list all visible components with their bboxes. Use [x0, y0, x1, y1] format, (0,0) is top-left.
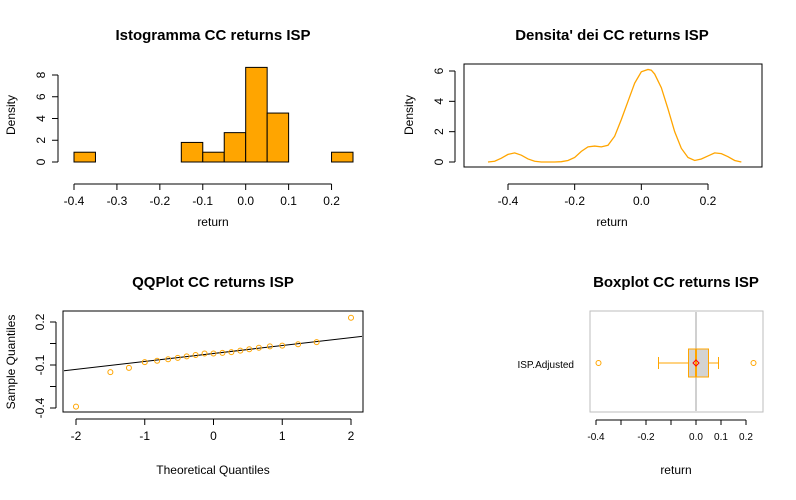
histogram-x-tick-label: 0.0: [237, 194, 254, 208]
qqplot-title: QQPlot CC returns ISP: [132, 274, 294, 291]
histogram-x-tick-label: 0.1: [280, 194, 297, 208]
boxplot-x-tick-label: -0.2: [637, 432, 655, 443]
qqplot-point: [210, 350, 217, 357]
histogram-y-tick-label: 6: [34, 93, 48, 100]
histogram-x-tick-label: -0.2: [150, 194, 171, 208]
qqplot-point: [125, 364, 132, 371]
density-panel: Densita' dei CC returns ISP -0.4 -0.2 0.0 0…: [402, 27, 763, 229]
qqplot-ylabel: Sample Quantiles: [4, 315, 18, 410]
histogram-y-tick-label: 8: [34, 71, 48, 78]
boxplot-x-tick-label: 0.1: [714, 432, 728, 443]
density-curve: [487, 68, 742, 163]
density-title: Densita' dei CC returns ISP: [515, 27, 709, 44]
histogram-bar-8: [245, 66, 268, 163]
qqplot-x-tick-label: -1: [139, 429, 150, 443]
histogram-x-tick-label: -0.3: [107, 194, 128, 208]
histogram-ylabel: Density: [4, 95, 18, 135]
boxplot-x-tick-label: 0.2: [739, 432, 753, 443]
qqplot-point: [255, 344, 262, 351]
qqplot-frame: [62, 310, 364, 413]
qqplot-point: [237, 347, 244, 354]
density-y-tick-label: 0: [432, 158, 446, 165]
boxplot-outlier: [750, 360, 757, 366]
density-frame: [463, 63, 763, 168]
qqplot-point: [295, 341, 302, 348]
qqplot-point: [246, 346, 253, 353]
qqplot-point: [266, 343, 273, 350]
qqplot-y-tick-label: 0.2: [33, 313, 47, 330]
qqplot-point: [192, 351, 199, 358]
qqplot-x-tick-label: 2: [348, 429, 355, 443]
density-x-tick-label: 0.0: [633, 194, 650, 208]
histogram-bar-0: [73, 151, 96, 163]
qqplot-x-tick-label: 0: [210, 429, 217, 443]
boxplot-x-tick-label: -0.4: [587, 432, 605, 443]
boxplot-panel: Boxplot CC returns ISP -0.4 -0.2 0.0 0.1 0.2…: [517, 274, 764, 477]
qqplot-point: [201, 350, 208, 357]
density-y-tick-label: 4: [432, 98, 446, 105]
boxplot-xlabel: return: [660, 463, 691, 477]
qqplot-point: [313, 339, 320, 346]
qqplot-point: [183, 353, 190, 360]
density-x-tick-label: -0.4: [498, 194, 519, 208]
qqplot-point: [348, 314, 354, 321]
boxplot-category-label: ISP.Adjusted: [517, 360, 574, 371]
density-x-tick-label: 0.2: [700, 194, 717, 208]
qqplot-point: [154, 357, 161, 364]
density-y-tick-label: 2: [432, 128, 446, 135]
histogram-y-tick-label: 4: [34, 115, 48, 122]
qqplot-point: [279, 342, 286, 349]
boxplot-title: Boxplot CC returns ISP: [593, 274, 759, 291]
histogram-x-tick-label: 0.2: [323, 194, 340, 208]
qqplot-xlabel: Theoretical Quantiles: [156, 463, 269, 477]
boxplot-mean-marker: [692, 359, 700, 367]
density-y-tick-label: 6: [432, 67, 446, 74]
qqplot-x-tick-label: -2: [71, 429, 82, 443]
density-x-tick-label: -0.2: [564, 194, 585, 208]
qqplot-point: [141, 359, 148, 366]
qqplot-panel: QQPlot CC returns ISP -2 -1 0 1 2 -0.4 -0.1 0.2…: [4, 274, 364, 477]
qqplot-reference-line: [63, 335, 363, 372]
histogram-xlabel: return: [197, 215, 228, 229]
histogram-y-tick-label: 2: [34, 137, 48, 144]
qqplot-point: [174, 354, 181, 361]
qqplot-y-tick-label: -0.1: [33, 354, 47, 375]
qqplot-point: [165, 356, 172, 363]
histogram-bar-7: [223, 132, 247, 163]
qqplot-point: [228, 349, 235, 356]
histogram-x-tick-label: -0.4: [64, 194, 85, 208]
histogram-bar-5: [180, 141, 204, 163]
qqplot-x-tick-label: 1: [279, 429, 286, 443]
density-ylabel: Density: [402, 95, 416, 135]
histogram-bar-9: [266, 112, 290, 163]
density-xlabel: return: [596, 215, 627, 229]
qqplot-point: [73, 403, 79, 410]
boxplot-x-tick-label: 0.0: [689, 432, 703, 443]
boxplot-frame: [589, 310, 764, 413]
qqplot-y-tick-label: -0.4: [33, 397, 47, 418]
histogram-y-tick-label: 0: [34, 158, 48, 165]
qqplot-point: [107, 369, 114, 376]
histogram-bar-12: [331, 151, 354, 163]
histogram-panel: Istogramma CC returns ISP -0.4 -0.3 -0.2 -0…: [4, 27, 354, 229]
histogram-bar-6: [202, 151, 225, 163]
histogram-x-tick-label: -0.1: [192, 194, 213, 208]
histogram-title: Istogramma CC returns ISP: [115, 27, 310, 44]
qqplot-point: [219, 349, 226, 356]
boxplot-outlier: [595, 360, 602, 366]
